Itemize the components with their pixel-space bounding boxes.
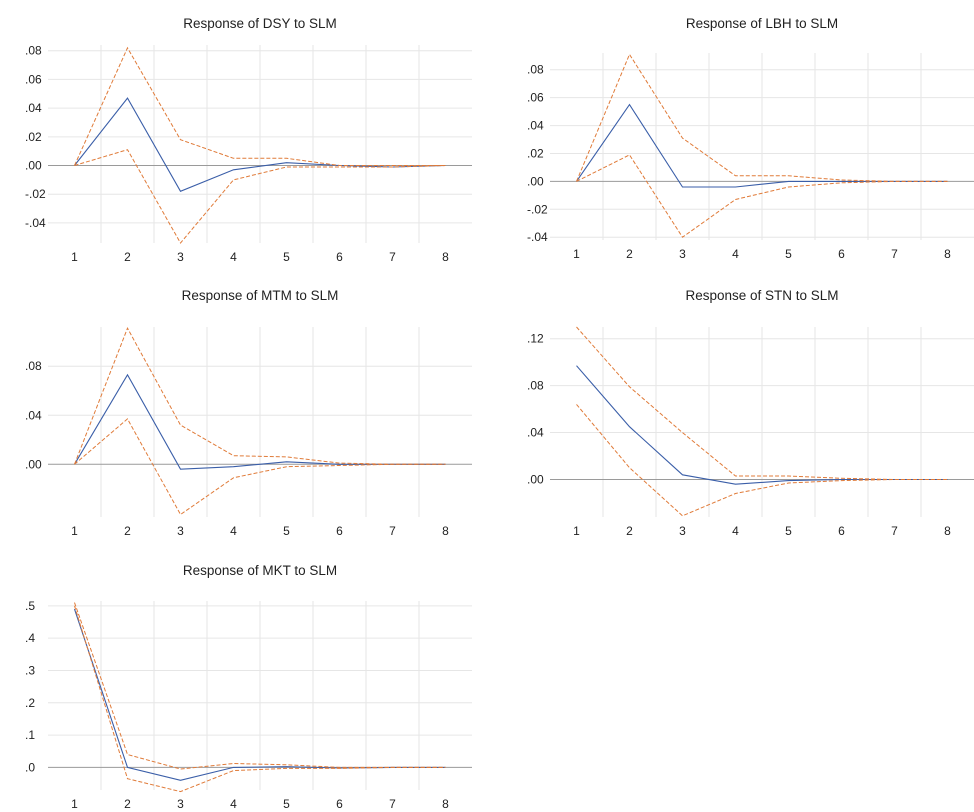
- x-tick-label: 6: [336, 797, 343, 811]
- y-tick-label: .06: [25, 72, 42, 86]
- y-tick-label: .00: [25, 159, 42, 173]
- x-tick-label: 5: [785, 247, 792, 261]
- chart-title: Response of MTM to SLM: [182, 288, 339, 303]
- y-tick-label: .04: [527, 426, 544, 440]
- y-tick-label: .08: [527, 63, 544, 77]
- x-tick-label: 7: [389, 797, 396, 811]
- x-tick-label: 1: [71, 524, 78, 538]
- x-tick-label: 7: [891, 524, 898, 538]
- lower-band-line: [74, 605, 446, 793]
- chart-title: Response of LBH to SLM: [686, 16, 838, 31]
- x-tick-label: 2: [124, 250, 131, 264]
- chart-panel-3: Response of MTM to SLM .08 .04 .00 1 2 3 4 5 6 7 8: [25, 288, 472, 538]
- x-tick-label: 6: [838, 524, 845, 538]
- x-tick-label: 6: [336, 524, 343, 538]
- response-line: [73, 608, 446, 781]
- lower-band-line: [74, 149, 446, 244]
- y-tick-label: -.02: [527, 202, 548, 216]
- y-tick-label: -.02: [25, 187, 46, 201]
- lower-band-line: [576, 404, 948, 517]
- x-tick-label: 8: [944, 524, 951, 538]
- y-tick-label: .00: [527, 174, 544, 188]
- y-tick-label: .08: [25, 359, 42, 373]
- x-tick-label: 5: [283, 797, 290, 811]
- x-tick-label: 4: [230, 250, 237, 264]
- x-tick-label: 7: [891, 247, 898, 261]
- y-tick-label: -.04: [25, 216, 46, 230]
- x-tick-label: 8: [442, 797, 449, 811]
- y-tick-label: -.04: [527, 230, 548, 244]
- y-tick-label: .08: [527, 379, 544, 393]
- y-tick-label: .08: [25, 44, 42, 58]
- x-tick-label: 6: [336, 250, 343, 264]
- y-tick-label: .00: [25, 457, 42, 471]
- x-tick-label: 8: [442, 250, 449, 264]
- y-tick-label: .4: [25, 631, 35, 645]
- x-tick-label: 5: [785, 524, 792, 538]
- x-tick-label: 5: [283, 250, 290, 264]
- x-tick-label: 6: [838, 247, 845, 261]
- y-tick-label: .04: [527, 119, 544, 133]
- y-tick-label: .00: [527, 472, 544, 486]
- chart-title: Response of MKT to SLM: [183, 563, 337, 578]
- y-tick-label: .2: [25, 696, 35, 710]
- lower-band-line: [576, 154, 948, 238]
- lower-band-line: [74, 418, 446, 516]
- x-tick-label: 8: [442, 524, 449, 538]
- y-tick-label: .1: [25, 728, 35, 742]
- x-tick-label: 1: [573, 524, 580, 538]
- x-tick-label: 2: [124, 797, 131, 811]
- x-tick-label: 1: [71, 797, 78, 811]
- x-tick-label: 3: [679, 247, 686, 261]
- x-tick-label: 4: [230, 524, 237, 538]
- x-tick-label: 7: [389, 250, 396, 264]
- chart-panel-5: Response of MKT to SLM .5 .4 .3 .2 .1 .0 1 2 3 4 5 6…: [25, 563, 472, 811]
- y-tick-label: .04: [25, 408, 42, 422]
- x-tick-label: 1: [71, 250, 78, 264]
- x-tick-label: 5: [283, 524, 290, 538]
- x-tick-label: 3: [679, 524, 686, 538]
- x-tick-label: 2: [626, 524, 633, 538]
- x-tick-label: 4: [732, 524, 739, 538]
- y-tick-label: .02: [25, 130, 42, 144]
- chart-panel-1: Response of DSY to SLM .08 .06 .04 .02 .00 -.0…: [25, 16, 472, 264]
- chart-panel-4: Response of STN to SLM .12 .08 .04 .00 1 2 3 4 5 6…: [527, 288, 974, 538]
- x-tick-label: 2: [124, 524, 131, 538]
- y-tick-label: .02: [527, 146, 544, 160]
- x-tick-label: 4: [732, 247, 739, 261]
- upper-band-line: [74, 327, 446, 465]
- x-tick-label: 1: [573, 247, 580, 261]
- y-tick-label: .06: [527, 91, 544, 105]
- x-tick-label: 2: [626, 247, 633, 261]
- y-tick-label: .0: [25, 760, 35, 774]
- y-tick-label: .12: [527, 332, 544, 346]
- y-tick-label: .04: [25, 101, 42, 115]
- chart-title: Response of DSY to SLM: [183, 16, 337, 31]
- x-tick-label: 8: [944, 247, 951, 261]
- upper-band-line: [74, 602, 446, 770]
- x-tick-label: 4: [230, 797, 237, 811]
- x-tick-label: 3: [177, 797, 184, 811]
- y-tick-label: .5: [25, 599, 35, 613]
- y-tick-label: .3: [25, 663, 35, 677]
- x-tick-label: 3: [177, 524, 184, 538]
- upper-band-line: [74, 46, 446, 166]
- chart-panel-2: Response of LBH to SLM .08 .06 .04 .02 .00 -.0…: [527, 16, 974, 261]
- x-tick-label: 3: [177, 250, 184, 264]
- chart-title: Response of STN to SLM: [685, 288, 838, 303]
- x-tick-label: 7: [389, 524, 396, 538]
